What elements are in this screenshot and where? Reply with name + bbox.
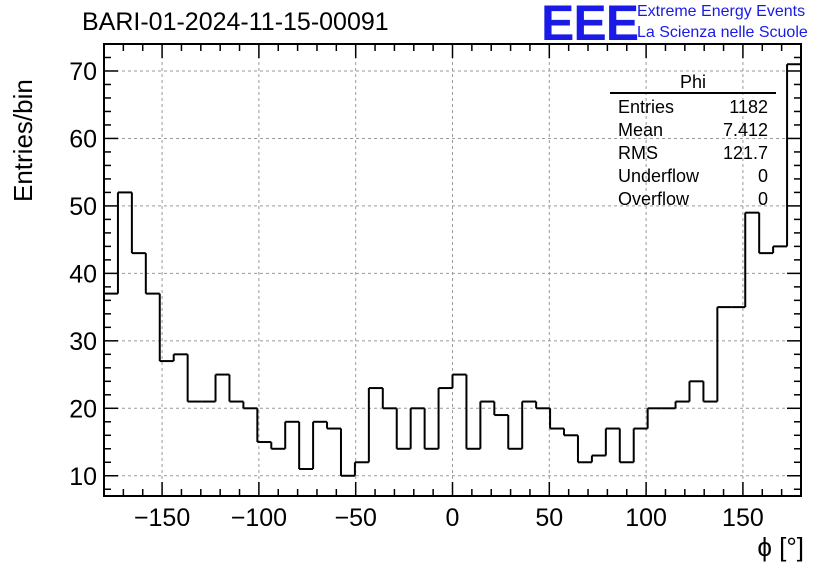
- x-tick-label: −50: [334, 504, 376, 532]
- y-tick-label: 30: [69, 328, 97, 356]
- y-tick-label: 20: [69, 395, 97, 423]
- stats-row-underflow: Underflow 0: [610, 165, 776, 188]
- stats-value: 121.7: [722, 143, 768, 163]
- stats-value: 0: [757, 189, 768, 209]
- stats-title: Phi: [610, 72, 776, 94]
- stats-row-entries: Entries 1182: [610, 96, 776, 119]
- logo-line-2: La Scienza nelle Scuole: [637, 24, 808, 41]
- stats-label: Overflow: [618, 189, 690, 209]
- x-tick-label: −150: [134, 504, 190, 532]
- y-tick-label: 60: [69, 125, 97, 153]
- stats-value: 7.412: [722, 120, 768, 140]
- y-tick-label: 10: [69, 463, 97, 491]
- chart-title: BARI-01-2024-11-15-00091: [82, 8, 389, 36]
- y-tick-label: 70: [69, 58, 97, 86]
- stats-row-rms: RMS 121.7: [610, 142, 776, 165]
- stats-label: RMS: [618, 143, 658, 163]
- stats-value: 1182: [729, 97, 768, 117]
- stats-value: 0: [757, 166, 768, 186]
- stats-row-mean: Mean 7.412: [610, 119, 776, 142]
- x-tick-label: 100: [625, 504, 667, 532]
- x-tick-label: 50: [535, 504, 563, 532]
- y-tick-label: 50: [69, 193, 97, 221]
- logo-line-1: Extreme Energy Events: [637, 3, 806, 20]
- stats-box: Phi Entries 1182 Mean 7.412 RMS 121.7 Un…: [610, 72, 776, 211]
- y-tick-label: 40: [69, 260, 97, 288]
- eee-logo-icon: EEE: [541, 0, 639, 51]
- stats-row-overflow: Overflow 0: [610, 188, 776, 211]
- stats-label: Entries: [618, 97, 675, 117]
- x-axis-label: ϕ [°]: [757, 532, 804, 562]
- x-tick-label: 0: [446, 504, 460, 532]
- x-tick-label: −100: [231, 504, 287, 532]
- x-tick-label: 150: [722, 504, 764, 532]
- stats-label: Underflow: [618, 166, 700, 186]
- stats-label: Mean: [618, 120, 664, 140]
- y-axis-label: Entries/bin: [8, 78, 38, 202]
